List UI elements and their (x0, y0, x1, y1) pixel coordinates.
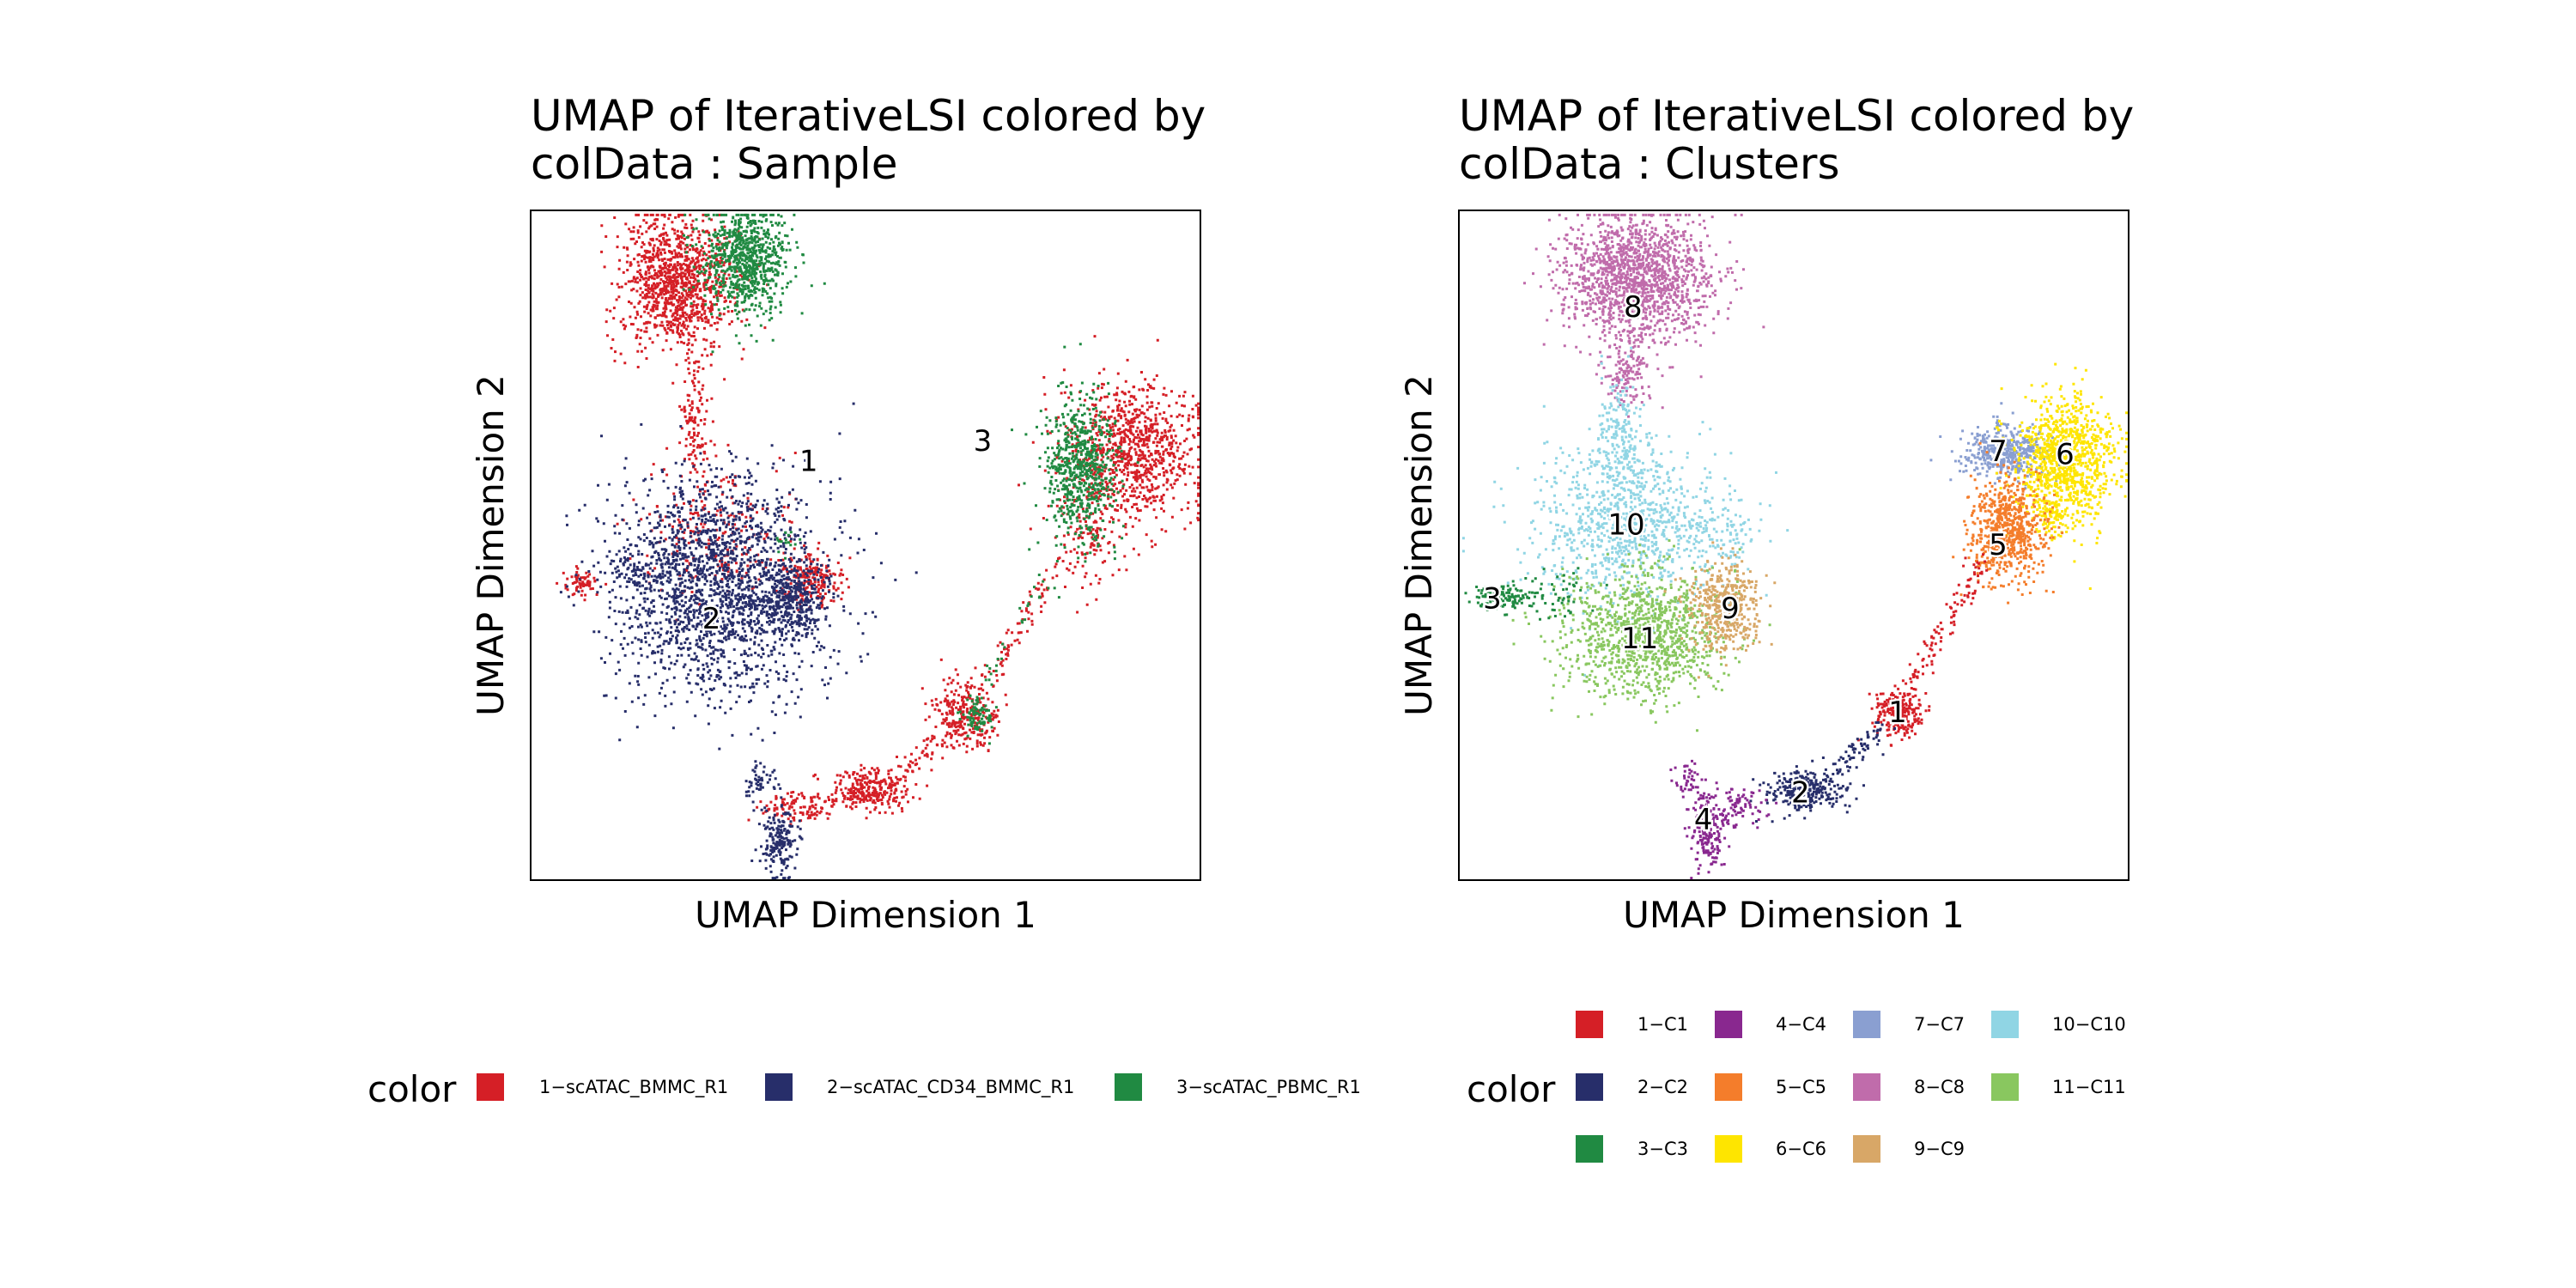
legend-swatch (1115, 1073, 1142, 1101)
legend-label: 3−scATAC_PBMC_R1 (1176, 1077, 1361, 1098)
legend-item: 2−scATAC_CD34_BMMC_R1 (765, 1073, 1074, 1101)
legend-item: 1−C1 (1576, 1011, 1688, 1038)
scatter-point-cloud (1523, 213, 1765, 418)
legend-swatch (1853, 1135, 1880, 1163)
legend: color 1−scATAC_BMMC_R1 2−scATAC_CD34_BMM… (368, 1068, 1361, 1110)
legend-swatch (1715, 1011, 1742, 1038)
legend-label: 5−C5 (1776, 1077, 1826, 1097)
point-series (1523, 213, 1765, 418)
chart-title-line2: colData : Clusters (1459, 139, 1840, 189)
legend-item: 4−C4 (1715, 1011, 1826, 1038)
legend-item: 6−C6 (1715, 1135, 1826, 1163)
cluster-label: 7 (1989, 434, 2008, 469)
cluster-label: 2 (702, 602, 721, 636)
cluster-label: 3 (974, 424, 993, 459)
legend-title: color (368, 1068, 457, 1110)
legend-label: 10−C10 (2052, 1014, 2126, 1035)
legend-item: 10−C10 (1991, 1011, 2126, 1038)
legend-label: 6−C6 (1776, 1139, 1826, 1159)
point-series (1511, 532, 1771, 732)
legend-title: color (1467, 1068, 1556, 1110)
legend-item: 5−C5 (1715, 1073, 1826, 1101)
legend-swatch (1991, 1011, 2019, 1038)
point-series (1856, 553, 1989, 747)
point-series (1995, 362, 2129, 590)
legend-swatch (1576, 1011, 1603, 1038)
cluster-label: 1 (1888, 696, 1907, 730)
cluster-label: 3 (1483, 581, 1502, 616)
legend-label: 8−C8 (1914, 1077, 1965, 1097)
legend-swatch (1715, 1135, 1742, 1163)
legend-swatch (765, 1073, 793, 1101)
point-series (1669, 759, 1778, 880)
panel-sample: UMAP of IterativeLSI colored by colData … (368, 91, 1361, 1110)
chart-title-line2: colData : Sample (531, 139, 897, 189)
legend-label: 1−scATAC_BMMC_R1 (539, 1077, 728, 1098)
legend-label: 4−C4 (1776, 1014, 1826, 1035)
cluster-label: 11 (1621, 622, 1658, 656)
legend-swatch (477, 1073, 504, 1101)
legend-item: 11−C11 (1991, 1073, 2126, 1101)
cluster-labels: 1 2 3 (700, 422, 994, 639)
legend-label: 2−C2 (1637, 1077, 1688, 1097)
x-axis-label: UMAP Dimension 1 (695, 894, 1036, 936)
legend-label: 7−C7 (1914, 1014, 1965, 1035)
legend-label: 1−C1 (1637, 1014, 1688, 1035)
scatter-point-cloud (1663, 541, 1777, 679)
scatter-point-cloud (1995, 362, 2129, 590)
cluster-label: 2 (1791, 776, 1810, 811)
legend-item: 3−scATAC_PBMC_R1 (1115, 1073, 1361, 1101)
legend-item: 2−C2 (1576, 1073, 1688, 1101)
legend-swatch (1576, 1135, 1603, 1163)
legend-swatch (1853, 1073, 1880, 1101)
point-series (1663, 541, 1777, 679)
cluster-label: 1 (799, 445, 818, 479)
legend-item: 7−C7 (1853, 1011, 1965, 1038)
y-axis-label: UMAP Dimension 2 (1398, 374, 1440, 716)
scatter-point-cloud (1511, 532, 1771, 732)
cluster-label: 8 (1624, 290, 1643, 325)
cluster-label: 9 (1721, 592, 1740, 626)
scatter-point-cloud (1464, 567, 1608, 621)
legend-label: 11−C11 (2052, 1077, 2126, 1097)
cluster-label: 10 (1607, 508, 1644, 543)
chart-title-line1: UMAP of IterativeLSI colored by (531, 91, 1206, 141)
cluster-label: 4 (1694, 803, 1713, 837)
legend-label: 3−C3 (1637, 1139, 1688, 1159)
plot-area (1458, 210, 2129, 881)
cluster-label: 6 (2056, 438, 2075, 472)
y-axis-label: UMAP Dimension 2 (470, 374, 512, 716)
legend-swatch (1576, 1073, 1603, 1101)
legend-swatch (1853, 1011, 1880, 1038)
legend-item: 3−C3 (1576, 1135, 1688, 1163)
legend-item: 1−scATAC_BMMC_R1 (477, 1073, 728, 1101)
panel-clusters: UMAP of IterativeLSI colored by colData … (1398, 91, 2134, 1163)
legend-item: 8−C8 (1853, 1073, 1965, 1101)
plot-area (530, 210, 1201, 881)
legend-label: 9−C9 (1914, 1139, 1965, 1159)
scatter-points (1461, 213, 2129, 880)
chart-title-line1: UMAP of IterativeLSI colored by (1459, 91, 2134, 141)
legend-item: 9−C9 (1853, 1135, 1965, 1163)
legend-label: 2−scATAC_CD34_BMMC_R1 (827, 1077, 1074, 1098)
point-series (1464, 567, 1608, 621)
cluster-label: 5 (1989, 528, 2008, 562)
legend-swatch (1715, 1073, 1742, 1101)
scatter-point-cloud (1856, 553, 1989, 747)
scatter-point-cloud (1669, 759, 1778, 880)
legend-swatch (1991, 1073, 2019, 1101)
x-axis-label: UMAP Dimension 1 (1623, 894, 1965, 936)
legend: color 1−C1 4−C4 7−C7 10−C10 2−C2 5−C5 8−… (1467, 1011, 2126, 1163)
